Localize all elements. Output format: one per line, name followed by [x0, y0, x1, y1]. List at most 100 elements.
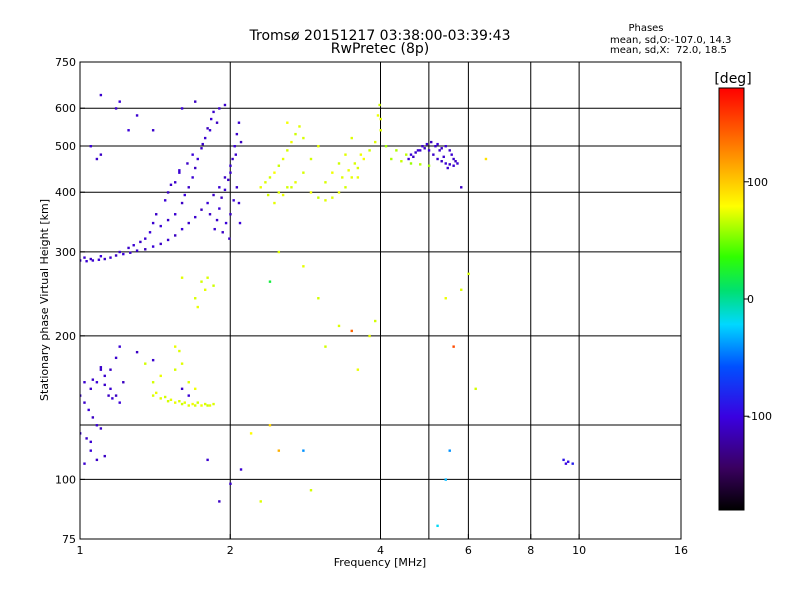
data-point [191, 153, 194, 156]
data-point [384, 144, 388, 148]
data-point [87, 408, 90, 412]
data-point [208, 213, 212, 216]
data-point [180, 107, 184, 110]
data-point [277, 191, 281, 194]
data-point [151, 221, 155, 225]
phases-header: Phases [628, 23, 663, 34]
data-point [416, 149, 420, 152]
data-point [148, 231, 152, 234]
data-point [155, 391, 158, 395]
data-point [277, 449, 281, 452]
data-point [97, 258, 101, 261]
data-point [118, 401, 121, 404]
data-point [309, 489, 313, 492]
data-point [194, 297, 197, 300]
data-point [173, 213, 177, 216]
data-point [180, 276, 184, 279]
data-point [337, 162, 341, 165]
data-point [317, 297, 320, 300]
data-point [290, 186, 293, 189]
data-point [302, 136, 305, 140]
data-point [91, 259, 95, 262]
y-tick-label: 75 [62, 533, 76, 546]
x-tick-label: 6 [465, 544, 472, 557]
data-point [235, 186, 239, 189]
data-point [390, 157, 393, 161]
data-point [421, 144, 424, 148]
data-point [268, 176, 272, 179]
data-point [273, 171, 276, 174]
data-point [436, 142, 439, 146]
data-point [166, 218, 170, 222]
x-tick-label: 10 [572, 544, 586, 557]
axis-ticks: 1 2 4 6 8 10 16 75 100 200 300 400 500 600 750 [55, 56, 688, 557]
data-point [118, 100, 121, 103]
data-point [454, 160, 457, 163]
phase-stats-o: mean, sd,O:-107.0, 14.3 [610, 35, 731, 46]
data-point [212, 193, 215, 197]
data-point [229, 213, 232, 216]
data-point [294, 132, 297, 136]
data-point [114, 254, 118, 257]
data-point [440, 147, 443, 150]
data-point [206, 201, 209, 205]
data-point [425, 142, 429, 146]
data-point [331, 196, 334, 199]
data-point [564, 462, 568, 465]
data-point [237, 121, 241, 124]
data-point [163, 395, 167, 399]
data-point [423, 147, 426, 150]
data-point [91, 378, 95, 381]
data-point [109, 368, 112, 371]
colorbar-tick-label: -100 [747, 410, 772, 423]
data-point [206, 276, 209, 279]
data-point [83, 256, 86, 259]
data-point [448, 163, 451, 166]
data-point [89, 257, 92, 261]
data-point [122, 381, 125, 384]
data-point [122, 252, 125, 256]
data-point [452, 157, 455, 161]
data-point [99, 368, 103, 371]
data-point [227, 178, 230, 182]
data-point [91, 416, 95, 419]
data-point [450, 153, 453, 156]
data-point [362, 157, 366, 161]
y-tick-label: 300 [55, 246, 76, 259]
data-point [194, 166, 197, 170]
data-point [235, 132, 239, 136]
data-point [163, 199, 167, 202]
data-point [187, 186, 190, 189]
data-point [132, 244, 135, 247]
data-point [151, 245, 155, 248]
data-point [178, 169, 181, 172]
y-tick-label: 400 [55, 186, 76, 199]
data-point [173, 401, 177, 404]
data-point [266, 193, 270, 197]
data-point [80, 394, 82, 397]
data-point [103, 383, 106, 387]
data-point [85, 437, 88, 440]
data-point [89, 440, 92, 444]
data-point [302, 449, 305, 452]
data-point [412, 155, 415, 159]
data-point [183, 193, 186, 197]
data-point [281, 193, 285, 197]
data-point [200, 404, 203, 407]
data-point [298, 125, 301, 128]
data-point [356, 176, 360, 179]
data-point [173, 181, 177, 184]
data-point [444, 478, 447, 481]
data-point [281, 157, 285, 161]
colorbar-label: [deg] [714, 71, 751, 87]
data-point [484, 157, 488, 161]
data-point [379, 117, 382, 121]
data-point [83, 381, 86, 384]
data-point [474, 387, 477, 391]
data-point [444, 162, 447, 165]
data-point [114, 356, 118, 360]
data-point [109, 387, 112, 391]
data-point [191, 176, 194, 179]
data-point [83, 401, 86, 404]
